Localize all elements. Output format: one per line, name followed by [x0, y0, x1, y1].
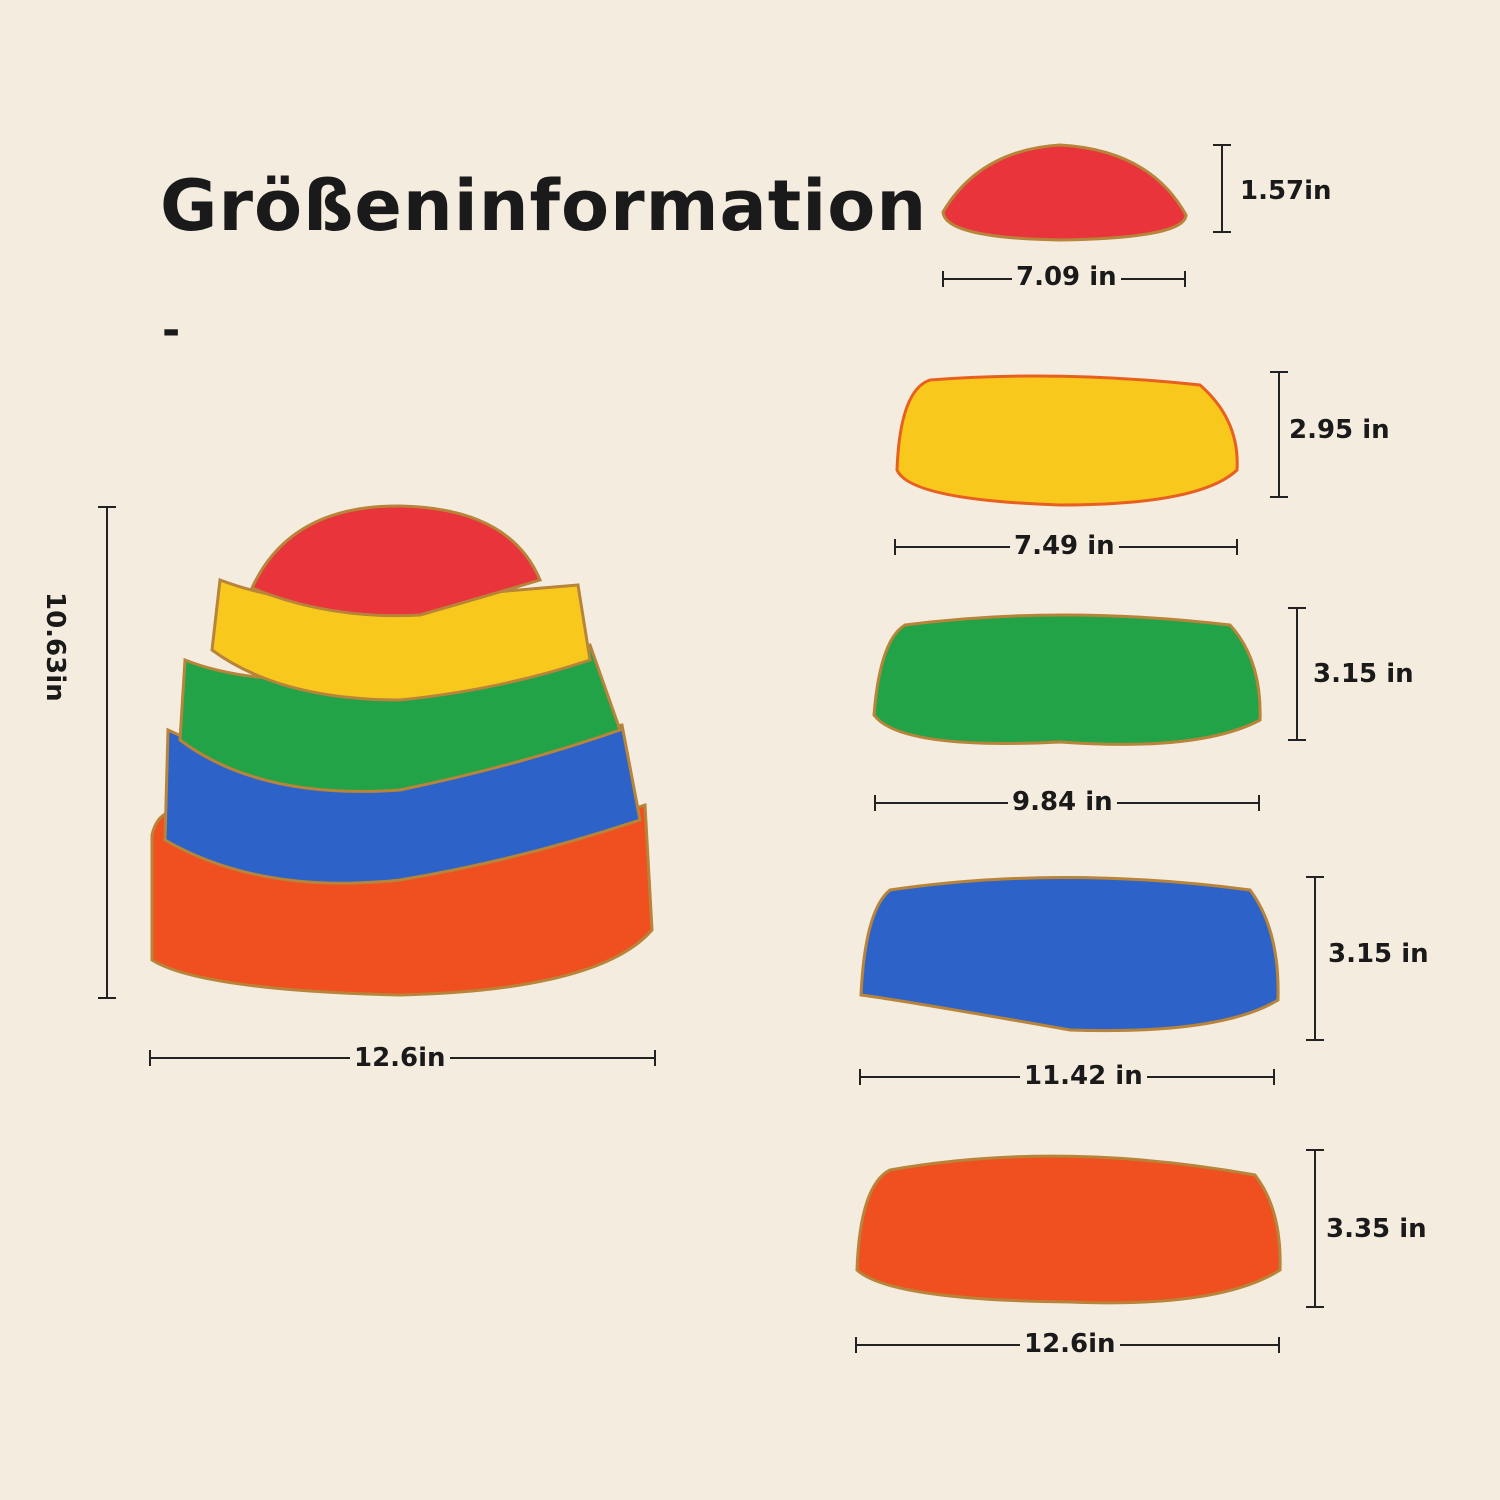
blue-stone-width-label: 11.42 in [1020, 1061, 1147, 1091]
red-stone-width-label: 7.09 in [1012, 262, 1121, 292]
blue-stone-height-label: 3.15 in [1324, 939, 1433, 969]
page-title: Größeninformation [160, 165, 928, 247]
stack-width-label: 12.6in [350, 1043, 450, 1073]
orange-stone-width-label: 12.6in [1020, 1329, 1120, 1359]
yellow-stone-width-label: 7.49 in [1010, 531, 1119, 561]
red-stone-height-label: 1.57in [1236, 176, 1336, 206]
stacked-stones-image [150, 504, 654, 997]
green-stone-height-label: 3.15 in [1309, 659, 1418, 689]
stack-height-label: 10.63in [40, 592, 70, 702]
individual-stones [855, 143, 1282, 1305]
title-dash: - [162, 305, 181, 356]
green-stone-width-label: 9.84 in [1008, 787, 1117, 817]
yellow-stone-height-label: 2.95 in [1285, 415, 1394, 445]
orange-stone-height-label: 3.35 in [1322, 1214, 1431, 1244]
